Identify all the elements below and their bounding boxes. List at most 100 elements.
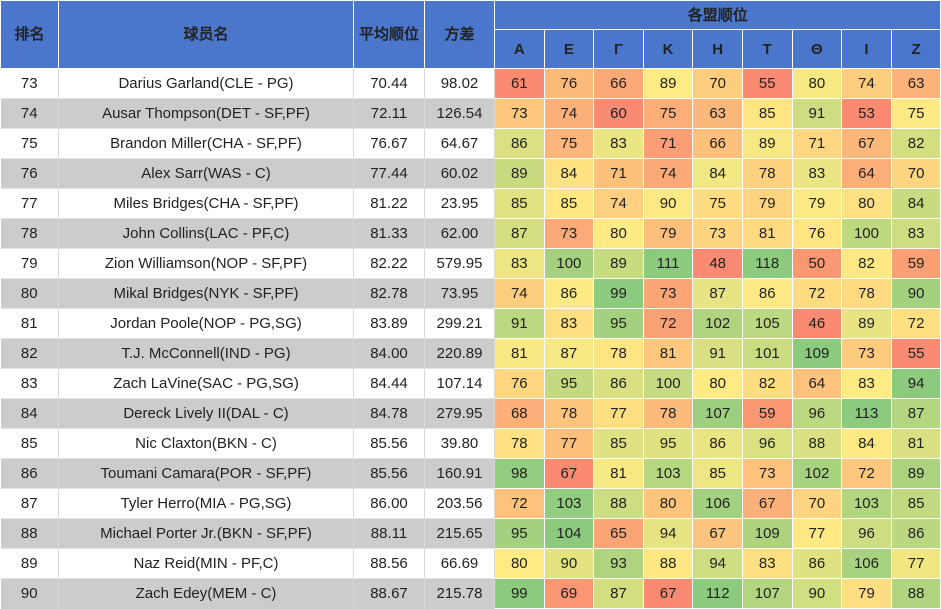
cell-avg-rank: 82.78 xyxy=(353,278,425,309)
cell-league-3: 89 xyxy=(642,68,694,99)
cell-league-6: 76 xyxy=(791,218,843,249)
cell-league-3: 94 xyxy=(642,518,694,549)
table-row[interactable]: 85 Nic Claxton(BKN - C) 85.56 39.80 78 77 85 95… xyxy=(0,428,941,459)
cell-league-7: 79 xyxy=(841,578,892,609)
cell-league-7: 82 xyxy=(841,248,892,279)
header-league-group: 各盟顺位 xyxy=(493,0,941,30)
header-rank[interactable]: 排名 xyxy=(0,0,59,69)
cell-league-0: 73 xyxy=(494,98,545,129)
table-row[interactable]: 79 Zion Williamson(NOP - SF,PF) 82.22 579.9… xyxy=(0,248,941,279)
cell-league-3: 81 xyxy=(642,338,694,369)
cell-league-2: 86 xyxy=(593,368,644,399)
header-league-6[interactable]: Θ xyxy=(791,29,843,69)
cell-league-4: 67 xyxy=(692,518,743,549)
table-row[interactable]: 73 Darius Garland(CLE - PG) 70.44 98.02 61 76… xyxy=(0,68,941,99)
header-league-1[interactable]: Ε xyxy=(543,29,595,69)
cell-player-name: Ausar Thompson(DET - SF,PF) xyxy=(58,98,354,129)
header-league-3[interactable]: Κ xyxy=(642,29,694,69)
table-row[interactable]: 77 Miles Bridges(CHA - SF,PF) 81.22 23.95 85… xyxy=(0,188,941,219)
table-row[interactable]: 82 T.J. McConnell(IND - PG) 84.00 220.89 81 8… xyxy=(0,338,941,369)
cell-league-7: 72 xyxy=(841,458,892,489)
cell-league-3: 75 xyxy=(642,98,694,129)
cell-league-4: 84 xyxy=(692,158,743,189)
cell-avg-rank: 70.44 xyxy=(353,68,425,99)
cell-league-6: 70 xyxy=(791,488,843,519)
header-league-7[interactable]: Ι xyxy=(841,29,892,69)
cell-league-3: 80 xyxy=(642,488,694,519)
cell-variance: 23.95 xyxy=(424,188,495,219)
header-variance[interactable]: 方差 xyxy=(424,0,495,69)
cell-league-1: 75 xyxy=(543,128,595,159)
header-league-5[interactable]: Τ xyxy=(741,29,793,69)
cell-rank: 88 xyxy=(0,518,59,549)
cell-league-7: 73 xyxy=(841,338,892,369)
table-row[interactable]: 78 John Collins(LAC - PF,C) 81.33 62.00 87 73… xyxy=(0,218,941,249)
cell-avg-rank: 82.22 xyxy=(353,248,425,279)
table-row[interactable]: 83 Zach LaVine(SAC - PG,SG) 84.44 107.14 76 9… xyxy=(0,368,941,399)
table-row[interactable]: 75 Brandon Miller(CHA - SF,PF) 76.67 64.67 8… xyxy=(0,128,941,159)
cell-avg-rank: 77.44 xyxy=(353,158,425,189)
header-player[interactable]: 球员名 xyxy=(58,0,354,69)
cell-league-1: 84 xyxy=(543,158,595,189)
cell-league-8: 89 xyxy=(890,458,941,489)
table-row[interactable]: 87 Tyler Herro(MIA - PG,SG) 86.00 203.56 72 1… xyxy=(0,488,941,519)
header-league-2[interactable]: Γ xyxy=(593,29,644,69)
cell-league-3: 79 xyxy=(642,218,694,249)
table-row[interactable]: 88 Michael Porter Jr.(BKN - SF,PF) 88.11 21… xyxy=(0,518,941,549)
cell-league-4: 87 xyxy=(692,278,743,309)
cell-league-4: 107 xyxy=(692,398,743,429)
cell-league-6: 109 xyxy=(791,338,843,369)
cell-league-6: 77 xyxy=(791,518,843,549)
cell-league-7: 64 xyxy=(841,158,892,189)
cell-variance: 126.54 xyxy=(424,98,495,129)
cell-rank: 82 xyxy=(0,338,59,369)
table-row[interactable]: 86 Toumani Camara(POR - SF,PF) 85.56 160.91… xyxy=(0,458,941,489)
cell-league-4: 73 xyxy=(692,218,743,249)
table-row[interactable]: 80 Mikal Bridges(NYK - SF,PF) 82.78 73.95 74… xyxy=(0,278,941,309)
cell-variance: 60.02 xyxy=(424,158,495,189)
cell-league-1: 100 xyxy=(543,248,595,279)
cell-league-0: 99 xyxy=(494,578,545,609)
table-row[interactable]: 74 Ausar Thompson(DET - SF,PF) 72.11 126.54… xyxy=(0,98,941,129)
header-league-0[interactable]: Α xyxy=(494,29,545,69)
cell-league-3: 73 xyxy=(642,278,694,309)
cell-rank: 87 xyxy=(0,488,59,519)
table-row[interactable]: 84 Dereck Lively II(DAL - C) 84.78 279.95 68… xyxy=(0,398,941,429)
header-league-4[interactable]: Η xyxy=(692,29,743,69)
table-row[interactable]: 89 Naz Reid(MIN - PF,C) 88.56 66.69 80 90 93 88… xyxy=(0,548,941,579)
cell-league-0: 76 xyxy=(494,368,545,399)
cell-league-2: 95 xyxy=(593,308,644,339)
cell-rank: 81 xyxy=(0,308,59,339)
cell-league-8: 88 xyxy=(890,578,941,609)
table-row[interactable]: 81 Jordan Poole(NOP - PG,SG) 83.89 299.21 91… xyxy=(0,308,941,339)
cell-league-5: 118 xyxy=(741,248,793,279)
cell-league-5: 101 xyxy=(741,338,793,369)
cell-player-name: Nic Claxton(BKN - C) xyxy=(58,428,354,459)
cell-league-8: 85 xyxy=(890,488,941,519)
cell-league-8: 72 xyxy=(890,308,941,339)
cell-league-5: 107 xyxy=(741,578,793,609)
header-row-top: 排名 球员名 平均顺位 方差 各盟顺位 xyxy=(0,0,941,69)
cell-league-8: 90 xyxy=(890,278,941,309)
cell-league-3: 111 xyxy=(642,248,694,279)
cell-rank: 74 xyxy=(0,98,59,129)
cell-league-7: 78 xyxy=(841,278,892,309)
cell-league-5: 67 xyxy=(741,488,793,519)
cell-variance: 62.00 xyxy=(424,218,495,249)
header-avg-rank[interactable]: 平均顺位 xyxy=(353,0,425,69)
cell-player-name: Zion Williamson(NOP - SF,PF) xyxy=(58,248,354,279)
table-row[interactable]: 76 Alex Sarr(WAS - C) 77.44 60.02 89 84 71 74 84… xyxy=(0,158,941,189)
header-league-8[interactable]: Ζ xyxy=(890,29,941,69)
cell-variance: 215.65 xyxy=(424,518,495,549)
cell-avg-rank: 81.22 xyxy=(353,188,425,219)
cell-league-4: 66 xyxy=(692,128,743,159)
cell-league-8: 83 xyxy=(890,218,941,249)
cell-league-5: 105 xyxy=(741,308,793,339)
cell-avg-rank: 86.00 xyxy=(353,488,425,519)
cell-league-7: 74 xyxy=(841,68,892,99)
cell-player-name: Tyler Herro(MIA - PG,SG) xyxy=(58,488,354,519)
table-row[interactable]: 90 Zach Edey(MEM - C) 88.67 215.78 99 69 87 67 1… xyxy=(0,578,941,609)
cell-player-name: Dereck Lively II(DAL - C) xyxy=(58,398,354,429)
cell-league-4: 85 xyxy=(692,458,743,489)
cell-league-5: 73 xyxy=(741,458,793,489)
